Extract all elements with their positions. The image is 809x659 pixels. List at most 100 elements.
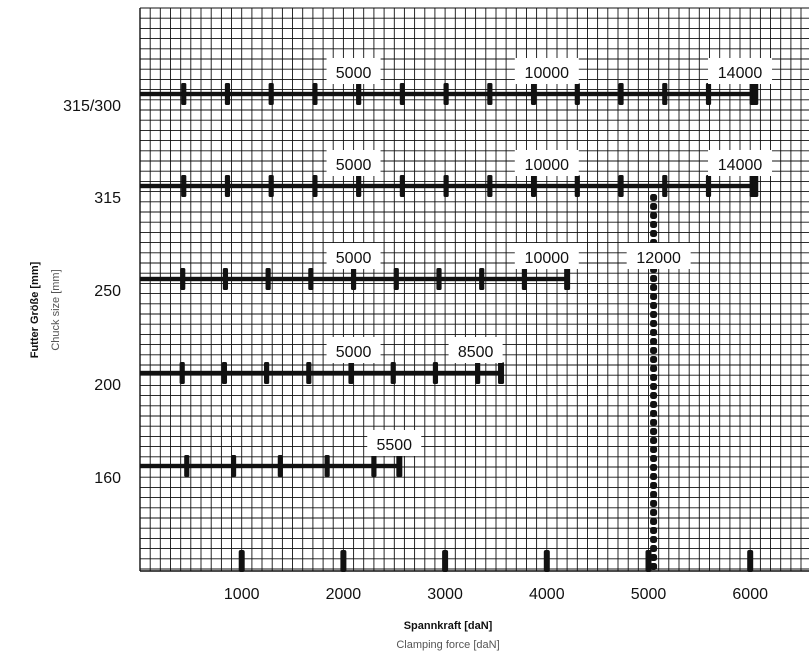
reference-line-dash [650, 293, 658, 300]
x-axis-title: Spannkraft [daN] [404, 620, 493, 632]
series-mark-0 [487, 83, 493, 105]
reference-line-dash [650, 383, 658, 390]
reference-line-dash [650, 527, 658, 534]
reference-line-dash [650, 356, 658, 363]
series-mark-1 [530, 175, 537, 197]
series-mark-2 [222, 268, 229, 290]
series-mark-0 [705, 83, 712, 105]
series-end-mark-1 [752, 175, 759, 197]
reference-line-dash [650, 509, 658, 516]
series-mark-3 [475, 362, 481, 384]
reference-line-dash [650, 275, 658, 282]
reference-line-dash [650, 347, 658, 354]
x-tick-label-5000: 5000 [631, 586, 667, 603]
annotation-label-1-2: 14000 [718, 157, 763, 174]
series-mark-0 [574, 83, 580, 105]
x-marker-2000 [340, 550, 347, 572]
reference-line-dash [650, 221, 658, 228]
series-end-mark-4 [396, 455, 403, 477]
series-mark-4 [324, 455, 330, 477]
x-tick-labels: 1000 2000 3000 4000 5000 6000 [224, 586, 768, 603]
series-mark-1 [662, 175, 668, 197]
annotation-box-1-1 [514, 150, 579, 176]
series-mark-0 [268, 83, 274, 105]
chart-grid [139, 7, 809, 572]
series-layer [140, 83, 759, 477]
series-mark-1 [443, 175, 449, 197]
x-tick-label-6000: 6000 [732, 586, 768, 603]
annotation-label-2-1: 10000 [525, 250, 570, 267]
series-mark-3 [348, 362, 354, 384]
reference-line-dash [650, 320, 658, 327]
x-tick-label-3000: 3000 [427, 586, 463, 603]
series-mark-4 [277, 455, 283, 477]
series-mark-3 [390, 362, 396, 384]
annotation-label-0-2: 14000 [718, 65, 763, 82]
series-bar-4 [140, 463, 400, 469]
series-mark-4 [230, 455, 237, 477]
annotation-label-0-1: 10000 [525, 65, 570, 82]
reference-line-dash [650, 464, 658, 471]
y-tick-labels: 315/300 315 250 200 160 [63, 98, 121, 487]
annotation-box-1-2 [708, 150, 773, 176]
annotation-label-4-0: 5500 [376, 437, 412, 454]
series-mark-0 [618, 83, 624, 105]
annotation-label-1-0: 5000 [336, 157, 372, 174]
series-mark-3 [264, 362, 270, 384]
annotation-box-2-1 [514, 243, 579, 269]
reference-line-dash [650, 212, 658, 219]
series-mark-0 [181, 83, 187, 105]
y-tick-label-2: 250 [94, 283, 121, 300]
y-tick-label-4: 160 [94, 470, 121, 487]
reference-line-dash [650, 230, 658, 237]
series-end-mark-0 [752, 83, 759, 105]
series-mark-1 [356, 175, 362, 197]
reference-line-dash [650, 194, 658, 201]
series-mark-2 [479, 268, 485, 290]
series-mark-1 [574, 175, 580, 197]
annotation-box-0-1 [514, 58, 579, 84]
reference-line-dash [650, 284, 658, 291]
annotation-label-3-1: 8500 [458, 344, 494, 361]
series-mark-0 [662, 83, 668, 105]
reference-line-dash [650, 338, 658, 345]
reference-line-dash [650, 302, 658, 309]
annotation-box-2-2 [626, 243, 691, 269]
series-mark-0 [443, 83, 449, 105]
series-mark-2 [350, 268, 357, 290]
series-end-mark-3 [498, 362, 505, 384]
reference-line-dash [650, 392, 658, 399]
reference-line-dash [650, 563, 658, 570]
x-axis-subtitle: Clamping force [daN] [396, 639, 499, 651]
reference-line-dash [650, 554, 658, 561]
annotation-box-2-0 [326, 243, 381, 269]
reference-line-dash [650, 518, 658, 525]
series-mark-3 [432, 362, 439, 384]
y-tick-label-3: 200 [94, 377, 121, 394]
x-marker-6000 [747, 550, 754, 572]
series-mark-1 [487, 175, 493, 197]
series-mark-1 [312, 175, 318, 197]
reference-line-dash [650, 401, 658, 408]
series-mark-0 [312, 83, 318, 105]
series-mark-1 [618, 175, 624, 197]
annotation-label-0-0: 5000 [336, 65, 372, 82]
series-mark-1 [181, 175, 187, 197]
reference-line-dash [650, 446, 658, 453]
y-tick-label-1: 315 [94, 190, 121, 207]
annotation-box-1-0 [326, 150, 381, 176]
x-tick-label-1000: 1000 [224, 586, 260, 603]
reference-line-dash [650, 419, 658, 426]
reference-line-dash [650, 455, 658, 462]
series-mark-0 [224, 83, 231, 105]
annotation-label-1-1: 10000 [525, 157, 570, 174]
series-mark-1 [705, 175, 712, 197]
reference-line-dash [650, 545, 658, 552]
annotation-label-2-2: 12000 [636, 250, 681, 267]
series-mark-2 [265, 268, 271, 290]
series-end-mark-2 [564, 268, 571, 290]
reference-line-dash [650, 491, 658, 498]
reference-line-dash [650, 311, 658, 318]
series-mark-1 [268, 175, 274, 197]
x-tick-label-4000: 4000 [529, 586, 565, 603]
